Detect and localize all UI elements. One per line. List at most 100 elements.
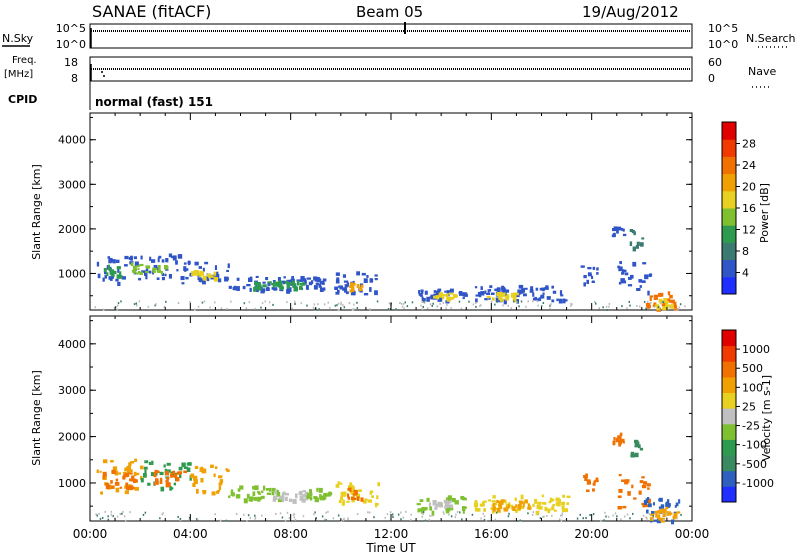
nave-tick-bottom: 0 [708,72,715,85]
scatter-cell [632,261,637,267]
ground-scatter-cell [122,510,124,513]
scatter-cell [282,491,286,494]
scatter-cell [640,242,644,247]
ground-scatter-cell [110,510,113,513]
scatter-cell [641,237,645,240]
scatter-cell [100,491,103,495]
ground-scatter-cell [460,307,463,310]
ground-scatter-cell [306,304,308,307]
ground-scatter-cell [119,513,121,515]
scatter-cell [462,297,465,300]
nsky-tick-bottom: 10^0 [56,38,86,51]
ground-scatter-cell [294,518,297,521]
ground-scatter-cell [313,513,315,516]
ground-scatter-cell [508,512,510,515]
colorbar-segment [722,225,736,243]
scatter-cell [186,462,190,466]
scatter-cell [649,296,652,301]
scatter-cell [131,475,135,481]
scatter-cell [477,291,482,296]
scatter-cell [130,478,135,482]
ground-scatter-cell [450,307,452,310]
ground-scatter-cell [612,514,614,517]
scatter-cell [211,491,216,496]
scatter-cell [102,471,107,477]
ground-scatter-cell [525,305,527,308]
scatter-cell [547,510,551,514]
scatter-cell [645,302,651,307]
scatter-cell [189,477,192,481]
ground-scatter-cell [537,513,539,516]
scatter-cell [454,500,459,505]
ground-scatter-cell [448,513,450,516]
scatter-cell [226,269,229,272]
ground-scatter-cell [531,513,534,516]
scatter-cell [334,286,339,290]
scatter-cell [527,506,532,510]
scatter-cell [439,292,443,296]
scatter-cell [639,285,642,288]
scatter-cell [417,510,421,513]
scatter-cell [277,281,282,285]
scatter-cell [496,500,499,503]
scatter-cell [172,474,176,478]
scatter-cell [152,267,156,273]
scatter-cell [624,272,629,276]
scatter-cell [265,277,269,281]
scatter-cell [238,489,241,492]
ground-scatter-cell [391,513,394,516]
scatter-cell [313,496,318,499]
scatter-cell [307,492,310,497]
ground-scatter-cell [439,302,441,305]
scatter-cell [559,499,561,504]
scatter-cell [322,496,326,501]
scatter-cell [515,504,518,508]
ground-scatter-cell [144,511,147,514]
scatter-cell [291,280,295,285]
scatter-cell [562,494,565,498]
scatter-cell [140,478,144,483]
scatter-cell [618,488,623,493]
ground-scatter-cell [542,302,545,304]
scatter-cell [594,479,599,482]
power-colorbar: 4 8 12 16 20 24 28 [721,121,756,295]
ground-scatter-cell [286,511,289,514]
scatter-cell [213,271,217,276]
scatter-cell [104,474,107,479]
scatter-cell [103,268,107,273]
ground-scatter-cell [317,303,319,306]
scatter-cell [556,298,559,302]
ground-scatter-cell [293,513,296,516]
scatter-cell [262,281,266,284]
ground-scatter-cell [395,308,397,311]
x-tick-label: 04:00 [173,527,208,541]
scatter-cell [277,498,283,503]
scatter-cell [462,509,465,514]
scatter-cell [517,505,521,510]
scatter-cell [350,290,356,296]
scatter-cell [132,268,136,273]
scatter-cell [652,502,655,506]
scatter-cell [675,502,679,507]
ground-scatter-cell [666,512,668,515]
scatter-cell [232,287,236,291]
colorbar-frame [721,329,737,503]
ground-scatter-cell [247,514,250,517]
scatter-cell [369,287,372,292]
scatter-cell [551,299,555,303]
scatter-cell [155,470,160,474]
scatter-cell [418,290,421,294]
scatter-cell [634,452,639,458]
scatter-cell [363,293,369,296]
scatter-cell [299,279,304,282]
scatter-cell [299,282,303,286]
scatter-cell [273,495,278,500]
ground-scatter-cell [602,306,604,309]
colorbar-segment [722,376,736,393]
scatter-cell [500,297,504,302]
scatter-cell [630,451,635,456]
scatter-cell [476,508,481,512]
ground-scatter-cell [647,300,649,303]
scatter-cell [369,491,372,495]
scatter-cell [512,506,516,511]
